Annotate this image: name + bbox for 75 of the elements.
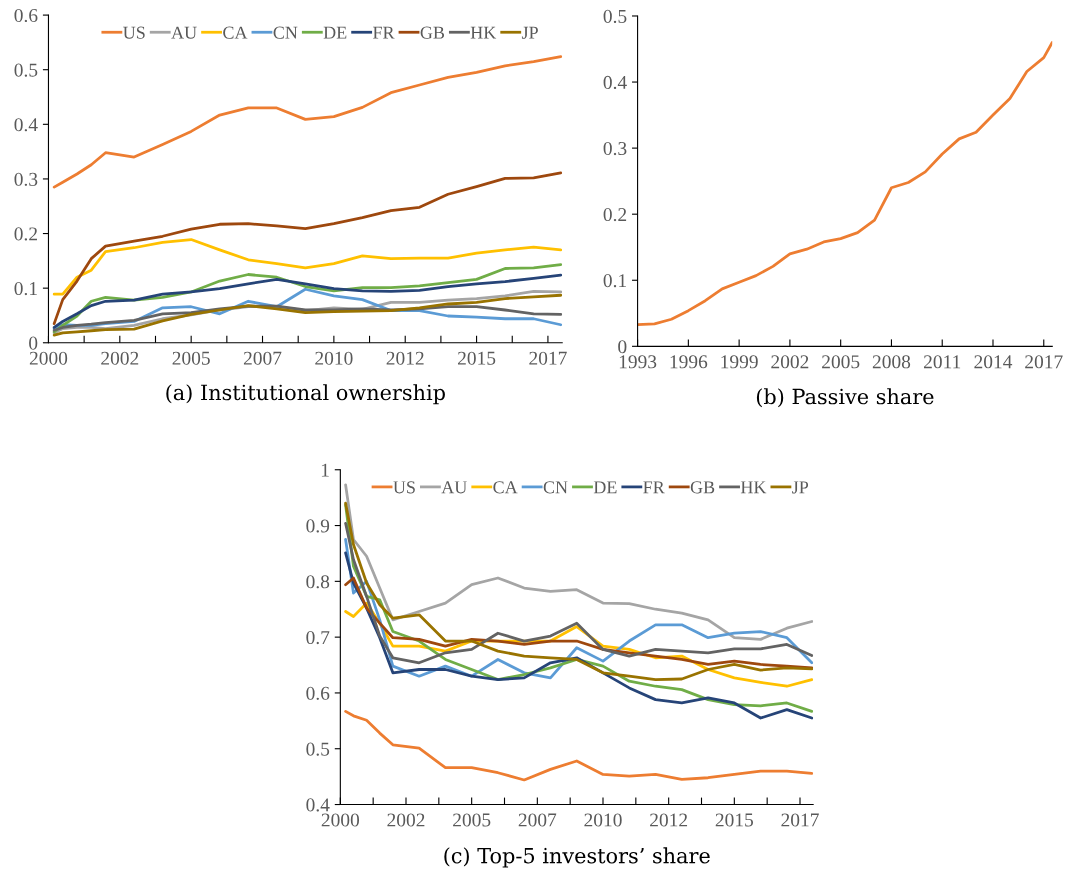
line-series [344, 501, 814, 681]
x-tick-label: 2002 [771, 355, 809, 369]
x-tick-label: 2007 [243, 351, 282, 365]
legend-label: CA [223, 26, 248, 39]
y-tick-label: 0.4 [306, 798, 330, 812]
x-tick-label: 2017 [529, 351, 567, 365]
y-tick-label: 0.1 [603, 274, 626, 288]
legend-label: AU [171, 26, 197, 39]
x-tick-label: 2015 [457, 351, 496, 365]
y-tick-label: 0.8 [306, 575, 330, 589]
x-tick-label: 2005 [172, 351, 210, 365]
y-tick-label: 0.1 [14, 281, 37, 296]
y-tick-label: 0 [29, 336, 38, 350]
x-tick-label: 2007 [518, 813, 557, 827]
line-series [344, 521, 814, 665]
y-tick-label: 0.3 [603, 141, 627, 156]
x-tick-label: 2002 [101, 351, 139, 365]
legend-label: CN [543, 481, 568, 494]
y-tick-label: 0.3 [14, 172, 38, 186]
legend-label: US [123, 26, 145, 39]
x-tick-label: 2012 [386, 351, 424, 365]
text: (b) Passive share [756, 388, 934, 408]
x-tick-label: 2011 [924, 355, 961, 369]
x-tick-label: 2005 [453, 813, 491, 827]
line-series [344, 709, 814, 782]
x-tick-label: 2008 [872, 355, 911, 369]
legend-label: JP [792, 481, 809, 494]
x-tick-label: 2014 [974, 355, 1013, 369]
y-tick-label: 0.5 [14, 63, 38, 77]
y-tick-label: 0.9 [306, 519, 330, 533]
legend-label: US [393, 481, 415, 494]
legend-label: JP [521, 26, 538, 39]
y-tick-label: 0.5 [603, 9, 627, 24]
line-series [344, 483, 814, 641]
x-tick-label: 2017 [781, 813, 819, 827]
text: (c) Top-5 investors’ share [444, 847, 710, 868]
y-tick-label: 1 [321, 463, 329, 477]
y-tick-label: 0 [618, 340, 627, 354]
y-tick-label: 0.6 [14, 8, 38, 23]
legend-label: HK [740, 481, 767, 494]
text: (a) Institutional ownership [166, 384, 445, 405]
line-series [52, 171, 563, 326]
y-tick-label: 0.4 [603, 75, 627, 90]
legend-label: GB [690, 481, 715, 494]
x-tick-label: 2005 [822, 355, 860, 369]
line-series [637, 41, 1053, 326]
legend-label: FR [643, 481, 665, 494]
x-tick-label: 2015 [715, 813, 754, 827]
line-series [52, 238, 563, 296]
y-tick-label: 0.2 [14, 227, 37, 241]
x-tick-label: 2017 [1025, 355, 1063, 369]
x-tick-label: 1999 [721, 355, 758, 369]
legend-label: AU [441, 481, 467, 494]
y-tick-label: 0.4 [14, 118, 38, 132]
x-tick-label: 1993 [619, 355, 657, 369]
y-tick-label: 0.5 [306, 742, 330, 756]
legend-label: DE [323, 26, 347, 39]
x-tick-label: 2010 [584, 813, 622, 827]
legend-label: CN [273, 26, 298, 39]
legend-label: DE [593, 481, 617, 494]
y-tick-label: 0.6 [306, 686, 330, 700]
y-tick-label: 0.2 [603, 208, 627, 222]
x-tick-label: 1996 [670, 355, 708, 369]
x-tick-label: 2000 [321, 813, 360, 827]
legend-label: FR [373, 26, 395, 39]
legend-label: HK [470, 26, 497, 39]
x-tick-label: 2000 [29, 351, 68, 365]
line-series [52, 55, 563, 189]
line-series [52, 273, 563, 329]
legend-label: CA [493, 481, 518, 494]
x-tick-label: 2010 [315, 351, 353, 365]
x-tick-label: 2012 [650, 813, 688, 827]
y-tick-label: 0.7 [306, 630, 330, 645]
legend-label: GB [420, 26, 445, 39]
x-tick-label: 2002 [387, 813, 425, 827]
